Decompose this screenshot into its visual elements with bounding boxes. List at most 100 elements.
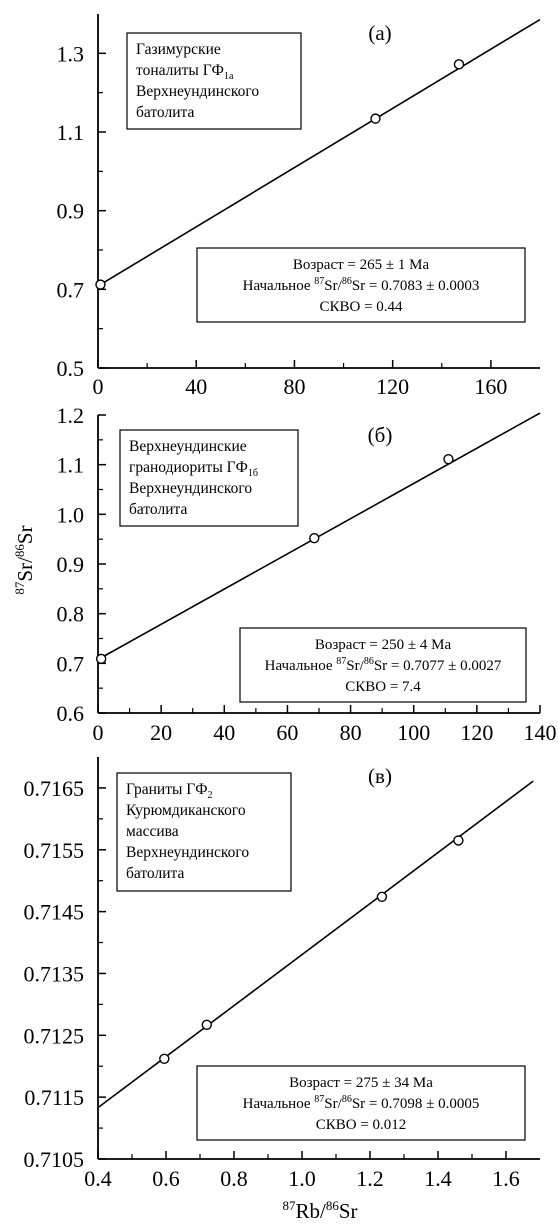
sample-label-box [119, 429, 299, 527]
panel-2: 0.6 0.7 0.8 0.9 1.0 1.1 1.2 0 20 40 60 80 100 120 140 (… [57, 403, 557, 745]
sample-label-text: Газимурские [136, 41, 221, 58]
x-tick-label: 60 [276, 720, 298, 745]
initial-ratio-text: Начальное 87Sr/86Sr = 0.7083 ± 0.0003 [243, 276, 480, 294]
result-box [196, 247, 526, 323]
x-axis-title-iso-sup: 87 [282, 1198, 296, 1213]
ratio-ref-sup: 86 [342, 1094, 352, 1105]
sample-label-text: Граниты ГФ [126, 781, 207, 798]
sample-label-line: батолита [129, 501, 187, 518]
sample-label-text: Курюмдиканского [126, 802, 246, 819]
y-axis-title-ref-sup: 86 [12, 544, 27, 558]
initial-value: = 0.7098 ± 0.0005 [365, 1096, 479, 1112]
sample-label-text: тоналиты ГФ [136, 62, 224, 79]
sample-label-line: гранодиориты ГФ1б [129, 459, 258, 479]
sample-label-text: Верхнеундинские [129, 438, 247, 455]
panel-3: 0.7105 0.7115 0.7125 0.7135 0.7145 0.7155 0.71… [24, 757, 540, 1191]
initial-prefix: Начальное [243, 278, 315, 294]
y-tick-label: 0.7125 [24, 1023, 85, 1048]
ratio-iso-el: Sr/ [324, 1096, 342, 1112]
ratio-ref-sup: 86 [364, 656, 374, 667]
mswd-text: СКВО = 0.012 [316, 1117, 407, 1133]
x-tick-label: 0.8 [220, 1166, 248, 1191]
ratio-iso-el: Sr/ [324, 278, 342, 294]
sample-label-line: тоналиты ГФ1а [136, 62, 234, 82]
sample-label-line: массива [126, 823, 179, 840]
initial-ratio-text: Начальное 87Sr/86Sr = 0.7077 ± 0.0027 [265, 656, 502, 674]
sample-label-text: батолита [126, 865, 184, 882]
data-point [309, 532, 320, 544]
y-tick-label: 0.9 [57, 552, 85, 577]
y-tick-label: 1.1 [57, 453, 85, 478]
x-tick-label: 1.0 [288, 1166, 316, 1191]
isochron-line [97, 780, 534, 1109]
initial-ratio-text: Начальное 87Sr/86Sr = 0.7098 ± 0.0005 [243, 1094, 480, 1112]
x-tick-label: 40 [213, 720, 235, 745]
data-point [376, 891, 388, 902]
sample-label-text: батолита [129, 501, 187, 518]
ratio-iso-sup: 87 [314, 1094, 324, 1105]
y-tick-label: 0.6 [57, 701, 85, 726]
data-point [95, 653, 107, 665]
ratio-ref-el: Sr [374, 658, 387, 674]
age-text: Возраст = 250 ± 4 Ма [315, 637, 452, 653]
y-axis-title-sep: / [13, 557, 37, 563]
sample-label-sub: 2 [207, 790, 212, 801]
x-tick-label: 1.2 [356, 1166, 384, 1191]
x-tick-label: 140 [524, 720, 557, 745]
sample-label-text: Верхнеундинского [126, 844, 249, 861]
y-tick-label: 0.7165 [24, 776, 85, 801]
y-tick-label: 0.7155 [24, 838, 85, 863]
x-axis-title-sep: / [320, 1199, 326, 1223]
y-tick-label: 0.7145 [24, 900, 85, 925]
initial-prefix: Начальное [265, 658, 337, 674]
panel-label: (б) [368, 423, 393, 447]
x-tick-label: 1.6 [492, 1166, 520, 1191]
sample-label-line: Верхнеундинского [126, 844, 249, 861]
x-axis-title-ref-sup: 86 [326, 1198, 340, 1213]
sample-label-sub: 1б [248, 468, 258, 479]
sample-label-text: Верхнеундинского [129, 480, 252, 497]
y-tick-label: 0.7 [57, 651, 85, 676]
result-box [239, 627, 527, 703]
data-point [95, 279, 106, 290]
panel-1: 0.5 0.7 0.9 1.1 1.3 0 40 80 120 160 (а) Газимурские… [57, 14, 541, 399]
sample-label-text: Верхнеундинского [136, 83, 259, 100]
x-tick-label: 80 [340, 720, 362, 745]
sample-label-text: гранодиориты ГФ [129, 459, 248, 476]
ratio-ref-el: Sr [352, 1096, 365, 1112]
age-text: Возраст = 265 ± 1 Ма [293, 257, 430, 273]
sample-label-line: Граниты ГФ2 [126, 781, 212, 801]
ratio-ref-el: Sr [352, 278, 365, 294]
ratio-ref-sup: 86 [342, 276, 352, 287]
y-axis-title-iso-sup: 87 [12, 581, 27, 595]
y-axis-title: 87Sr/86Sr [12, 525, 37, 594]
data-point [201, 1019, 213, 1030]
y-axis-title-ref: Sr [13, 525, 37, 544]
x-axis-title: 87Rb/86Sr [282, 1198, 357, 1223]
x-tick-label: 120 [460, 720, 493, 745]
panel-label: (а) [368, 21, 391, 45]
y-axis-title-iso: Sr [13, 563, 37, 582]
sample-label-box [116, 772, 292, 892]
sample-label-line: Верхнеундинского [129, 480, 252, 497]
y-tick-label: 0.5 [57, 356, 85, 381]
initial-value: = 0.7083 ± 0.0003 [365, 278, 479, 294]
x-tick-label: 0 [93, 720, 104, 745]
x-tick-label: 100 [397, 720, 430, 745]
y-tick-label: 0.8 [57, 602, 85, 627]
ratio-iso-sup: 87 [314, 276, 324, 287]
data-point [453, 59, 465, 70]
x-tick-label: 0.4 [84, 1166, 112, 1191]
data-point [159, 1053, 170, 1065]
panels: 0.5 0.7 0.9 1.1 1.3 0 40 80 120 160 (а) Газимурские… [24, 14, 557, 1191]
x-tick-label: 0 [93, 374, 104, 399]
x-tick-label: 0.6 [152, 1166, 180, 1191]
x-tick-label: 80 [283, 374, 305, 399]
x-tick-label: 1.4 [424, 1166, 452, 1191]
y-tick-label: 1.2 [57, 403, 85, 428]
y-tick-label: 0.9 [57, 199, 85, 224]
sample-label-line: батолита [136, 104, 194, 121]
panel-label: (в) [368, 764, 392, 788]
y-tick-label: 1.1 [57, 120, 85, 145]
